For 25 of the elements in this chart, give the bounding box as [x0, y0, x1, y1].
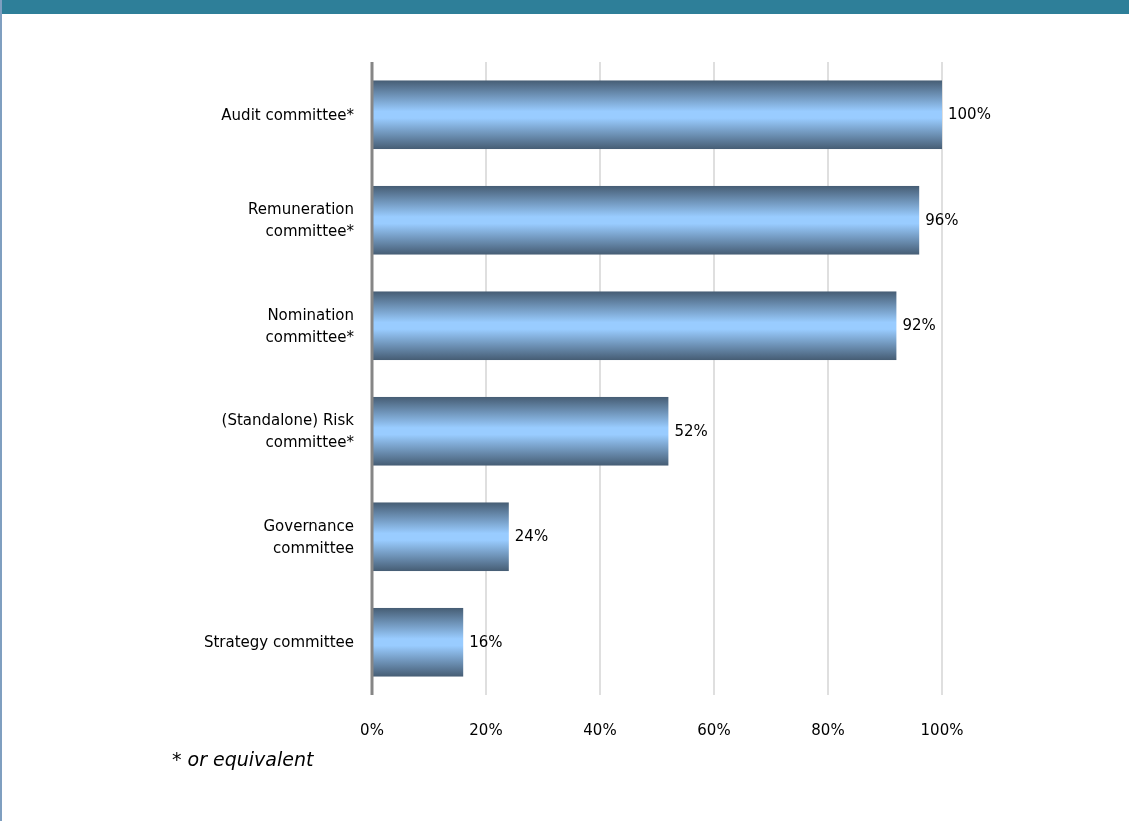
x-tick-label: 40%: [583, 721, 617, 739]
x-tick-label: 20%: [469, 721, 503, 739]
x-tick-label: 60%: [697, 721, 731, 739]
y-tick-label: Governance committee: [263, 516, 354, 557]
x-tick-label: 0%: [360, 721, 384, 739]
y-tick-label: (Standalone) Risk committee*: [221, 410, 355, 451]
data-label: 92%: [902, 316, 936, 335]
y-tick-label: Remuneration committee*: [248, 199, 355, 240]
x-tick-label: 100%: [920, 721, 964, 739]
data-label: 96%: [925, 210, 959, 229]
y-tick-label: Nomination committee*: [265, 305, 355, 346]
bar: [372, 291, 897, 361]
bar: [372, 502, 509, 572]
data-label: 100%: [948, 105, 991, 124]
bar: [372, 80, 942, 150]
y-tick-label: Strategy committee: [203, 632, 354, 651]
data-label: 52%: [674, 421, 708, 440]
x-tick-label: 80%: [811, 721, 845, 739]
data-label: 24%: [514, 527, 549, 546]
bar: [372, 396, 669, 466]
data-label: 16%: [469, 632, 503, 651]
bar: [372, 185, 920, 255]
bar: [372, 607, 464, 677]
text: * or equivalent: [172, 748, 315, 770]
y-tick-label: Audit committee*: [221, 105, 355, 124]
